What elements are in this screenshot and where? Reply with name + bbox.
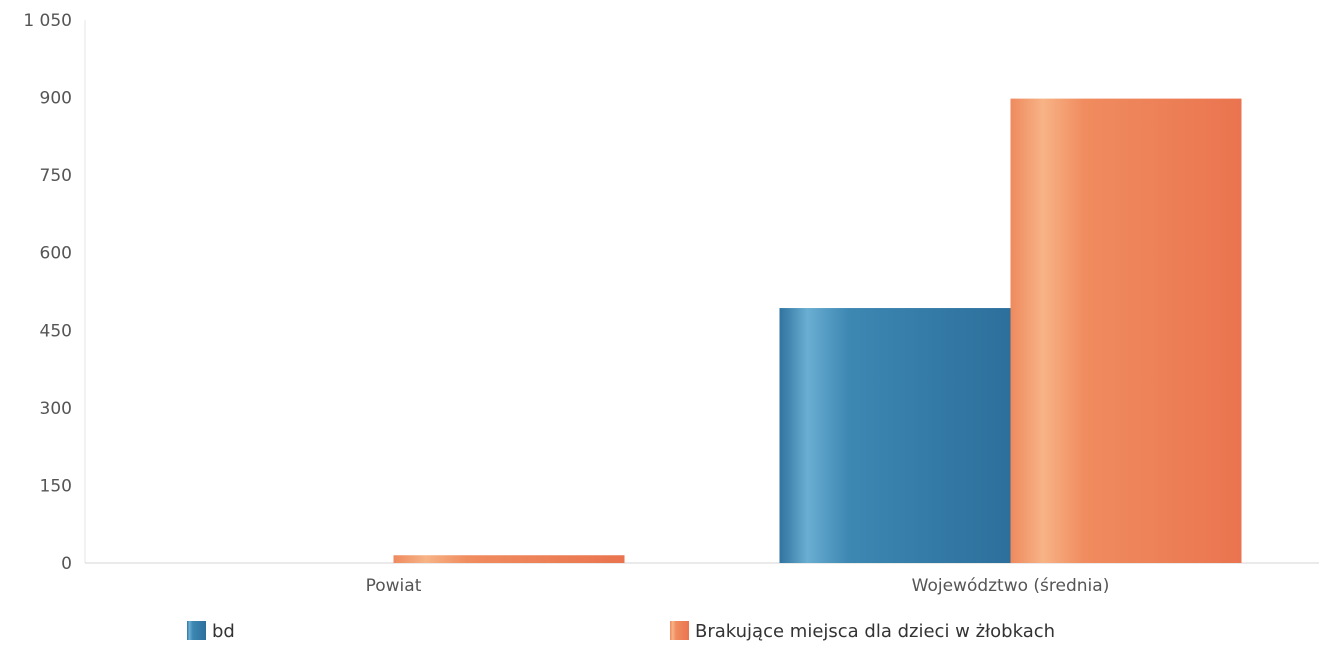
bar-bd-1[interactable]	[779, 308, 1011, 563]
y-tick-label: 450	[40, 321, 72, 341]
y-tick-label: 0	[61, 554, 72, 574]
y-axis-ticks: 0 150 300 450 600 750 900 1 050	[23, 11, 72, 574]
legend: bd Brakujące miejsca dla dzieci w żłobkac…	[187, 621, 1055, 642]
x-category-label: Powiat	[366, 576, 422, 596]
legend-swatch	[187, 621, 206, 640]
x-axis-labels: Powiat Województwo (średnia)	[366, 576, 1110, 596]
bars	[393, 98, 1242, 563]
legend-swatch	[670, 621, 689, 640]
y-tick-label: 300	[40, 399, 72, 419]
y-tick-label: 750	[40, 166, 72, 186]
bar-brakujace-miejsca-1[interactable]	[1010, 98, 1242, 563]
y-tick-label: 150	[40, 476, 72, 496]
y-tick-label: 600	[40, 244, 72, 264]
x-category-label: Województwo (średnia)	[912, 576, 1110, 596]
legend-label[interactable]: Brakujące miejsca dla dzieci w żłobkach	[695, 621, 1055, 642]
y-tick-label: 900	[40, 89, 72, 109]
legend-label[interactable]: bd	[212, 621, 235, 642]
y-tick-label: 1 050	[23, 11, 72, 31]
bar-brakujace-miejsca-0[interactable]	[393, 555, 625, 563]
